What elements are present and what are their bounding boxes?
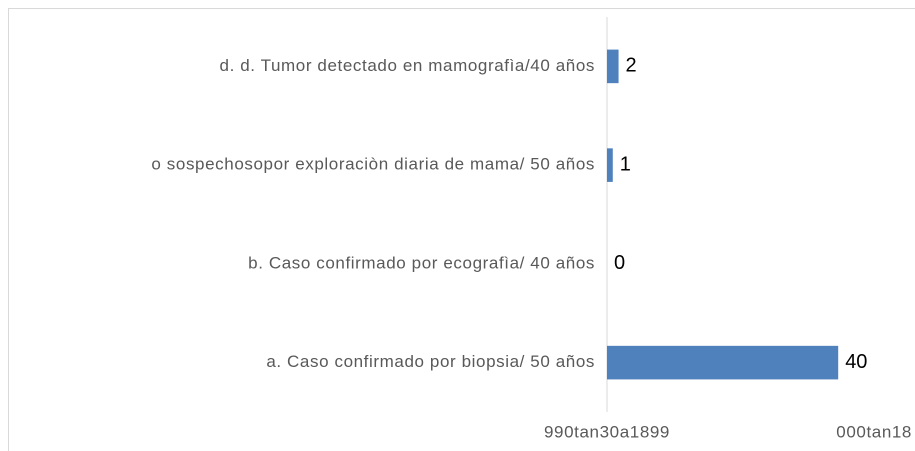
y-tick-label: o sospechosopor exploraciòn diaria de ma… [151, 155, 595, 174]
chart-border [8, 8, 915, 451]
bar [607, 345, 839, 380]
value-label: 1 [620, 153, 631, 175]
value-label: 0 [614, 252, 625, 274]
value-label: 40 [845, 351, 867, 373]
bar [607, 49, 619, 84]
x-tick-label: 990tan30a1899 [544, 422, 670, 441]
y-tick-label: d. d. Tumor detectado en mamografìa/40 a… [220, 56, 595, 75]
y-tick-label: a. Caso confirmado por biopsia/ 50 años [266, 352, 595, 371]
bar [607, 148, 613, 182]
x-tick-label: 000tan18 [836, 422, 912, 441]
y-tick-label: b. Caso confirmado por ecografìa/ 40 año… [248, 253, 595, 272]
value-label: 2 [626, 55, 637, 77]
